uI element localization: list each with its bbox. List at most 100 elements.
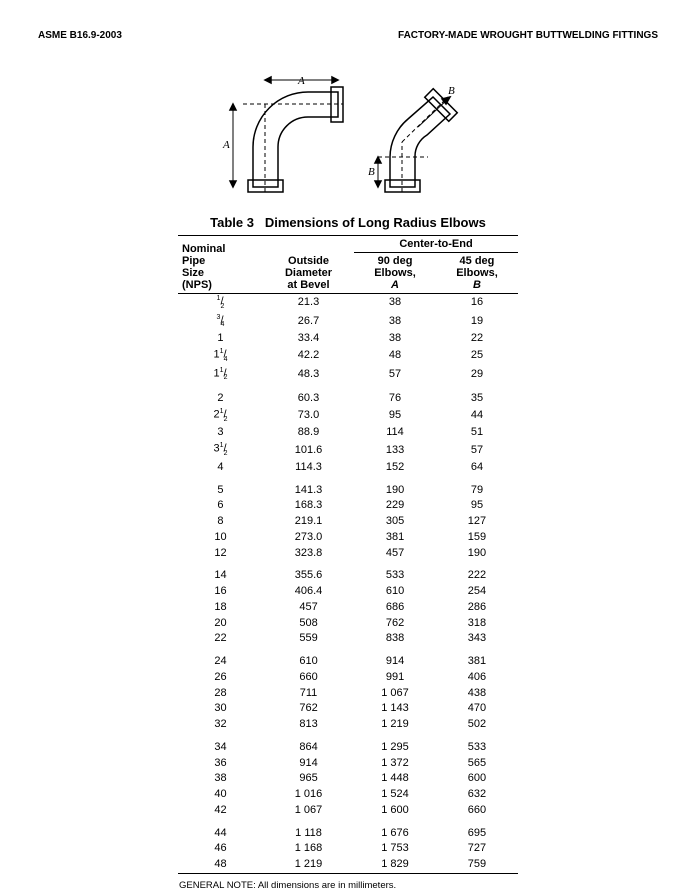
cell-a: 38 (354, 294, 436, 313)
table-row: 10273.0381159 (178, 530, 518, 546)
cell-a: 1 600 (354, 803, 436, 819)
cell-a: 190 (354, 476, 436, 499)
th-45-l3: B (473, 279, 481, 291)
table-row: 348641 295533 (178, 733, 518, 756)
cell-a: 457 (354, 546, 436, 562)
cell-b: 759 (436, 857, 518, 873)
table-row: 1/221.33816 (178, 294, 518, 313)
table-row: 389651 448600 (178, 771, 518, 787)
cell-od: 168.3 (263, 498, 354, 514)
cell-nps: 46 (178, 841, 263, 857)
table-row: 4114.315264 (178, 460, 518, 476)
cell-b: 381 (436, 647, 518, 670)
table-row: 307621 143470 (178, 701, 518, 717)
cell-a: 1 219 (354, 717, 436, 733)
cell-nps: 30 (178, 701, 263, 717)
table-row: 421 0671 600660 (178, 803, 518, 819)
th-45-l2: Elbows, (456, 267, 498, 279)
cell-nps: 42 (178, 803, 263, 819)
cell-od: 1 219 (263, 857, 354, 873)
table-row: 3/426.73819 (178, 313, 518, 332)
caption-title: Dimensions of Long Radius Elbows (265, 215, 486, 230)
cell-a: 838 (354, 631, 436, 647)
table-row: 461 1681 753727 (178, 841, 518, 857)
cell-b: 44 (436, 407, 518, 426)
cell-nps: 2 (178, 384, 263, 407)
cell-a: 914 (354, 647, 436, 670)
cell-b: 16 (436, 294, 518, 313)
cell-nps: 26 (178, 670, 263, 686)
cell-a: 1 067 (354, 686, 436, 702)
cell-a: 38 (354, 313, 436, 332)
cell-b: 95 (436, 498, 518, 514)
cell-a: 533 (354, 561, 436, 584)
cell-b: 25 (436, 347, 518, 366)
cell-nps: 20 (178, 616, 263, 632)
cell-b: 22 (436, 331, 518, 347)
cell-nps: 28 (178, 686, 263, 702)
th-45-l1: 45 deg (460, 255, 495, 267)
th-od-l3: at Bevel (287, 279, 329, 291)
cell-a: 57 (354, 366, 436, 385)
cell-od: 711 (263, 686, 354, 702)
cell-a: 1 143 (354, 701, 436, 717)
page: ASME B16.9-2003 FACTORY-MADE WROUGHT BUT… (0, 0, 696, 869)
table-row: 401 0161 524632 (178, 787, 518, 803)
dim-label-B-top: B (448, 85, 455, 97)
cell-od: 965 (263, 771, 354, 787)
cell-od: 73.0 (263, 407, 354, 426)
cell-a: 133 (354, 441, 436, 460)
cell-b: 438 (436, 686, 518, 702)
table-row: 18457686286 (178, 600, 518, 616)
cell-b: 660 (436, 803, 518, 819)
cell-nps: 12 (178, 546, 263, 562)
table-row: 481 2191 829759 (178, 857, 518, 873)
cell-b: 318 (436, 616, 518, 632)
cell-a: 686 (354, 600, 436, 616)
dim-label-A-left: A (222, 139, 230, 151)
cell-od: 1 168 (263, 841, 354, 857)
cell-b: 190 (436, 546, 518, 562)
cell-b: 35 (436, 384, 518, 407)
cell-od: 101.6 (263, 441, 354, 460)
cell-nps: 11/2 (178, 366, 263, 385)
cell-od: 1 016 (263, 787, 354, 803)
cell-nps: 48 (178, 857, 263, 873)
th-cte: Center-to-End (354, 236, 518, 253)
th-nps-l2: Pipe (182, 255, 205, 267)
th-90-l3: A (391, 279, 399, 291)
cell-b: 343 (436, 631, 518, 647)
cell-b: 57 (436, 441, 518, 460)
table-row: 20508762318 (178, 616, 518, 632)
cell-b: 695 (436, 819, 518, 842)
cell-nps: 16 (178, 584, 263, 600)
cell-od: 219.1 (263, 514, 354, 530)
cell-a: 152 (354, 460, 436, 476)
cell-nps: 34 (178, 733, 263, 756)
cell-a: 1 676 (354, 819, 436, 842)
cell-b: 502 (436, 717, 518, 733)
cell-nps: 1 (178, 331, 263, 347)
th-nps-l1: Nominal (182, 243, 225, 255)
table-row: 21/273.09544 (178, 407, 518, 426)
cell-od: 114.3 (263, 460, 354, 476)
cell-a: 305 (354, 514, 436, 530)
table-row: 8219.1305127 (178, 514, 518, 530)
cell-b: 286 (436, 600, 518, 616)
cell-od: 42.2 (263, 347, 354, 366)
table-row: 388.911451 (178, 425, 518, 441)
cell-nps: 8 (178, 514, 263, 530)
cell-a: 762 (354, 616, 436, 632)
cell-nps: 18 (178, 600, 263, 616)
header-right: FACTORY-MADE WROUGHT BUTTWELDING FITTING… (398, 30, 658, 41)
cell-od: 660 (263, 670, 354, 686)
cell-a: 1 524 (354, 787, 436, 803)
table-row: 12323.8457190 (178, 546, 518, 562)
cell-od: 508 (263, 616, 354, 632)
cell-a: 991 (354, 670, 436, 686)
cell-a: 1 829 (354, 857, 436, 873)
cell-od: 48.3 (263, 366, 354, 385)
th-nps-l4: (NPS) (182, 279, 212, 291)
header-left: ASME B16.9-2003 (38, 30, 122, 41)
cell-b: 29 (436, 366, 518, 385)
